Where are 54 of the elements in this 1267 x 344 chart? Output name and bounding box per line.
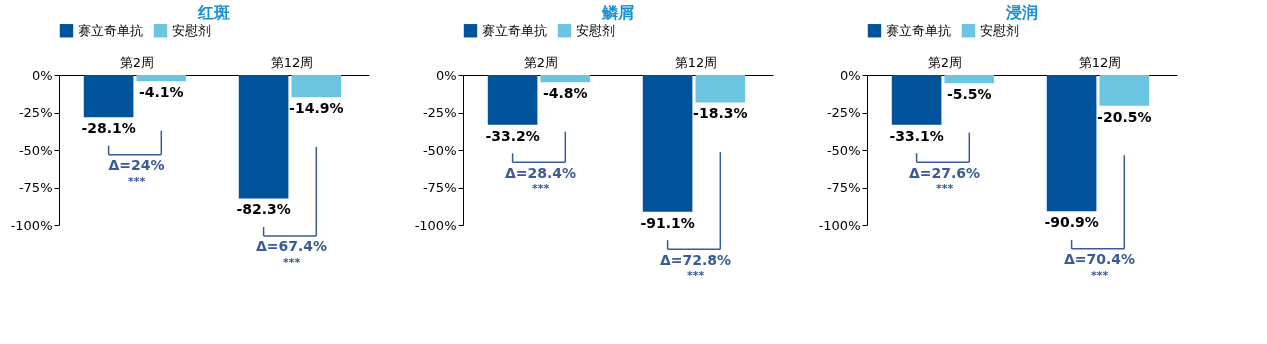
y-tick-label: 0% [839,67,861,83]
annotation: Δ=28.4% [504,164,577,181]
x-tick-label: 第2周 [119,54,155,70]
y-tick-label: -50% [18,142,53,158]
legend-label: 安慰剂 [980,22,1019,38]
y-tick-label: -25% [826,105,861,120]
legend-label: 赛立奇单抗 [886,22,951,38]
data-label: -90.9% [1044,214,1099,231]
text: Δ=67.4% [255,238,328,255]
y-tick-label: -75% [422,180,457,195]
chart-title: 浸润 [1005,3,1038,22]
text: *** [686,269,705,283]
data-label: -33.1% [889,127,944,144]
chart-title: 鳞屑 [601,3,634,22]
annotation: *** [531,182,550,196]
annotation: Δ=27.6% [908,164,981,181]
x-tick-label: 第12周 [270,54,314,70]
x-tick-label: 第12周 [1078,54,1122,70]
text: Δ=72.8% [659,251,732,268]
text: *** [1090,268,1109,282]
data-label: -33.2% [485,127,540,144]
annotation: *** [935,182,954,196]
data-label: -82.3% [236,201,291,218]
data-label: -5.5% [946,86,992,103]
y-tick-label: 0% [31,67,53,83]
data-label: -4.8% [542,85,588,102]
y-tick-label: -25% [422,105,457,120]
chart-title: 红斑 [197,3,230,22]
y-tick-label: -50% [826,142,861,158]
y-tick-label: -100% [414,217,457,233]
y-tick-label: -100% [818,217,861,233]
x-tick-label: 第12周 [674,54,718,70]
data-label: -91.1% [640,214,695,231]
data-label: -28.1% [81,120,136,137]
annotation: *** [127,174,146,188]
data-label: -14.9% [289,100,344,117]
text: Δ=70.4% [1063,251,1136,268]
legend-label: 安慰剂 [576,22,615,38]
data-label: -18.3% [693,105,748,122]
data-label: -4.1% [138,84,184,101]
legend-label: 赛立奇单抗 [482,22,547,38]
y-tick-label: -75% [826,180,861,195]
annotation: Δ=24% [108,157,165,174]
y-tick-label: -25% [18,105,53,120]
x-tick-label: 第2周 [927,54,963,70]
data-label: -20.5% [1097,108,1152,125]
y-tick-label: -50% [422,142,457,158]
y-tick-label: 0% [435,67,457,83]
legend-label: 安慰剂 [172,22,211,38]
legend-label: 赛立奇单抗 [78,22,143,38]
y-tick-label: -75% [18,180,53,195]
y-tick-label: -100% [10,217,53,233]
text: *** [282,255,301,269]
x-tick-label: 第2周 [523,54,559,70]
